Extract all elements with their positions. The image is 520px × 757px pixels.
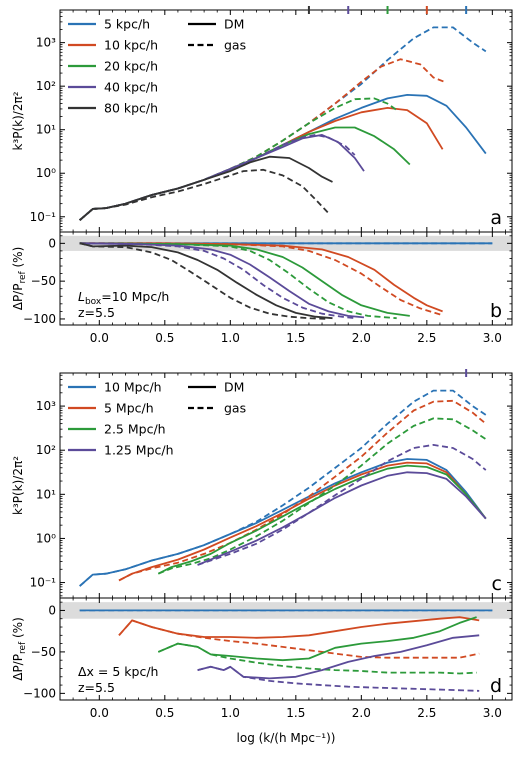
- x-tick-label: 0.5: [155, 706, 174, 720]
- x-tick-label: 0.5: [155, 331, 174, 345]
- series-lines: [79, 242, 493, 320]
- x-tick-label: 2.5: [417, 706, 436, 720]
- series-lines: [79, 389, 487, 587]
- y-axis-label: ΔP/Pref (%): [11, 247, 28, 311]
- series-2-gas-line: [118, 619, 480, 659]
- panel-letter: b: [490, 300, 502, 322]
- x-tick-label: 2.0: [352, 331, 371, 345]
- y-tick-label: −100: [23, 312, 56, 326]
- y-tick-label: −50: [31, 645, 56, 659]
- series-2-gas-line: [118, 399, 487, 582]
- legend-style-label: DM: [224, 17, 244, 32]
- series-1-gas-line: [79, 26, 487, 221]
- x-tick-label: 1.5: [286, 331, 305, 345]
- y-tick-label: 0: [48, 603, 56, 617]
- series-3-gas-line: [157, 642, 477, 675]
- series-2-dm-line: [118, 616, 480, 639]
- series-5-gas-line: [79, 242, 329, 320]
- legend-style-label: gas: [224, 38, 246, 53]
- series-4-dm-line: [79, 242, 365, 319]
- series-lines: [79, 609, 493, 692]
- y-tick-label: 10¹: [36, 123, 56, 137]
- x-axis-label: log (k/(h Mpc⁻¹)): [237, 731, 336, 745]
- annotation-line-1: Δx = 5 kpc/h: [78, 664, 158, 679]
- series-3-dm-line: [157, 464, 487, 575]
- annotation-line-1: Lbox=10 Mpc/h: [78, 289, 169, 307]
- y-tick-label: 10⁰: [36, 166, 56, 180]
- legend-label: 20 kpc/h: [104, 59, 158, 74]
- axes-frame: [59, 597, 513, 701]
- legend-label: 5 kpc/h: [104, 17, 150, 32]
- series-5-dm-line: [79, 155, 333, 221]
- y-tick-label: 10³: [36, 36, 56, 50]
- panel-a-power-spectrum: 10⁻¹ 10⁰ 10¹ 10² 10³ k³P(k)/2π² a 5 kpc/h 10 kpc…: [11, 6, 513, 233]
- series-4-dm-line: [79, 134, 365, 221]
- series-4-dm-line: [197, 471, 487, 566]
- x-tick-label: 0.0: [90, 331, 109, 345]
- y-tick-label: 10²: [36, 443, 56, 457]
- panel-letter: c: [492, 573, 502, 595]
- x-tick-label: 3.0: [483, 706, 502, 720]
- x-tick-label: 1.5: [286, 706, 305, 720]
- y-tick-label: 10³: [36, 399, 56, 413]
- x-tick-label: 2.5: [417, 331, 436, 345]
- y-axis-label: k³P(k)/2π²: [11, 91, 25, 150]
- series-lines: [79, 26, 487, 221]
- y-tick-label: 10⁻¹: [30, 210, 57, 224]
- legend-label: 5 Mpc/h: [104, 401, 154, 416]
- x-tick-label: 1.0: [221, 331, 240, 345]
- series-3-gas-line: [157, 417, 487, 575]
- legend: 10 Mpc/h 5 Mpc/h 2.5 Mpc/h 1.25 Mpc/h DM gas: [68, 380, 246, 458]
- series-1-gas-line: [79, 389, 487, 587]
- y-axis-label: k³P(k)/2π²: [11, 456, 25, 515]
- legend-label: 80 kpc/h: [104, 101, 158, 116]
- series-2-dm-line: [118, 461, 487, 582]
- legend-label: 2.5 Mpc/h: [104, 422, 166, 437]
- series-4-gas-line: [197, 444, 487, 566]
- series-3-gas-line: [79, 242, 397, 320]
- panel-letter: d: [490, 675, 502, 697]
- panel-c-power-spectrum: 10⁻¹ 10⁰ 10¹ 10² 10³ k³P(k)/2π² c 10 Mpc/h 5 Mpc…: [11, 369, 513, 599]
- series-4-gas-line: [197, 665, 480, 692]
- y-axis-label: ΔP/Pref (%): [11, 617, 28, 681]
- legend-label: 10 Mpc/h: [104, 380, 162, 395]
- x-tick-label: 2.0: [352, 706, 371, 720]
- series-5-dm-line: [79, 242, 333, 320]
- series-2-dm-line: [79, 107, 444, 221]
- annotation-line-2: z=5.5: [78, 305, 115, 320]
- series-2-dm-line: [79, 242, 443, 313]
- series-4-gas-line: [79, 134, 356, 221]
- series-1-dm-line: [79, 458, 487, 587]
- series-3-dm-line: [79, 242, 410, 317]
- panel-d-relative-difference: 0.0 0.5 1.0 1.5 2.0 2.5 3.0 0 −50 −100 ΔP/Pref (%)…: [11, 597, 513, 745]
- legend-label: 40 kpc/h: [104, 80, 158, 95]
- annotation-line-2: z=5.5: [78, 680, 115, 695]
- y-tick-label: −50: [31, 274, 56, 288]
- legend-style-label: DM: [224, 380, 244, 395]
- y-tick-label: 10²: [36, 79, 56, 93]
- series-4-dm-line: [197, 634, 480, 680]
- legend-label: 1.25 Mpc/h: [104, 443, 174, 458]
- y-tick-label: 10⁰: [36, 531, 56, 545]
- x-tick-label: 0.0: [90, 706, 109, 720]
- legend: 5 kpc/h 10 kpc/h 20 kpc/h 40 kpc/h 80 kpc/h D…: [68, 17, 246, 116]
- panel-letter: a: [490, 207, 502, 229]
- y-tick-label: 0: [48, 236, 56, 250]
- series-3-dm-line: [157, 616, 477, 662]
- series-3-dm-line: [79, 126, 411, 221]
- series-5-gas-line: [79, 168, 330, 221]
- axes-frame: [59, 231, 513, 326]
- y-tick-label: 10⁻¹: [30, 576, 57, 590]
- x-tick-label: 1.0: [221, 706, 240, 720]
- y-tick-label: −100: [23, 686, 56, 700]
- y-tick-label: 10¹: [36, 487, 56, 501]
- legend-label: 10 kpc/h: [104, 38, 158, 53]
- series-4-gas-line: [79, 242, 355, 320]
- legend-style-label: gas: [224, 401, 246, 416]
- x-tick-label: 3.0: [483, 331, 502, 345]
